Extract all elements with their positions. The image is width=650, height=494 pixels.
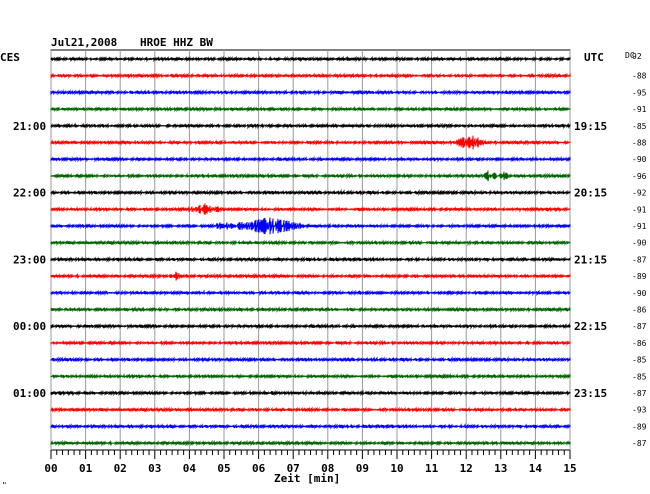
seismic-trace [50,322,571,330]
dc-value: -85 [632,372,647,381]
x-tick-label: 05 [217,462,230,475]
seismic-trace [50,203,571,216]
seismic-trace [50,423,571,430]
seismic-trace [50,239,571,247]
seismic-trace [50,289,571,297]
x-tick-label: 15 [563,462,576,475]
seismic-trace [50,217,571,235]
dc-value: -85 [632,356,647,365]
seismic-trace [50,389,571,397]
dc-value: -89 [632,422,647,431]
x-tick-label: 07 [287,462,300,475]
x-tick-label: 02 [114,462,127,475]
header-date: Jul21,2008 [51,36,117,49]
x-tick-label: 13 [494,462,507,475]
dc-value: -91 [632,105,647,114]
dc-value: -90 [632,155,647,164]
left-hour-label: 23:00 [13,253,46,266]
header-station: HROE HHZ BW [140,36,213,49]
right-hour-label: 22:15 [574,320,607,333]
dc-value: -91 [632,205,647,214]
right-timezone-label: UTC [584,51,604,64]
dc-value: -87 [632,322,647,331]
dc-value: -96 [632,172,647,181]
x-tick-label: 00 [44,462,57,475]
dc-value: -91 [632,222,647,231]
label-group: 00 01 02 03 04 05 06 07 08 09 10 11 12 13 14 15 92 -88 -95… [13,52,647,475]
left-hour-label: 01:00 [13,387,46,400]
seismic-trace [50,256,571,263]
seismic-trace [50,189,571,197]
dc-value: -87 [632,255,647,264]
x-tick-label: 11 [425,462,439,475]
dc-value: -87 [632,389,647,398]
right-hour-label: 19:15 [574,120,607,133]
left-hour-label: 21:00 [13,120,46,133]
dc-value: -92 [632,189,647,198]
x-tick-label: 12 [460,462,473,475]
dc-value: -90 [632,289,647,298]
dc-value: -93 [632,406,647,415]
dc-value: -85 [632,122,647,131]
seismic-trace [50,271,571,281]
seismic-trace [50,170,571,182]
seismic-trace [50,356,571,364]
seismic-trace [50,88,571,96]
dc-value: -95 [632,88,647,97]
x-tick-label: 06 [252,462,266,475]
seismic-trace [50,105,571,113]
x-tick-label: 08 [321,462,334,475]
seismic-trace [50,55,571,63]
dc-value: -86 [632,339,647,348]
right-hour-label: 21:15 [574,253,607,266]
x-axis-label: Zeit [min] [274,472,340,485]
dc-value: -88 [632,139,647,148]
dc-value: -88 [632,72,647,81]
x-tick-label: 14 [529,462,543,475]
seismic-trace [50,339,571,347]
footer-mark: " [2,481,7,490]
trace-group [50,55,571,447]
x-tick-label: 09 [356,462,369,475]
dc-value: -86 [632,306,647,315]
dc-value: -87 [632,439,647,448]
x-tick-label: 03 [148,462,161,475]
right-hour-label: 20:15 [574,187,607,200]
seismic-trace [50,155,571,163]
dc-value: -89 [632,272,647,281]
left-timezone-label: CES [0,51,20,64]
dc-value: 92 [632,52,642,61]
dc-value: -90 [632,239,647,248]
seismic-trace [50,406,571,414]
seismic-trace [50,372,571,380]
left-hour-label: 22:00 [13,187,46,200]
x-tick-label: 10 [390,462,403,475]
dc-label: DC [625,51,635,60]
x-tick-label: 01 [79,462,93,475]
seismic-trace [50,439,571,447]
seismic-trace [50,72,571,80]
plot-grid [50,49,571,459]
seismic-trace [50,122,571,130]
seismic-trace [50,306,571,314]
left-hour-label: 00:00 [13,320,46,333]
right-hour-label: 23:15 [574,387,607,400]
x-tick-label: 04 [183,462,197,475]
seismic-trace [50,135,571,150]
